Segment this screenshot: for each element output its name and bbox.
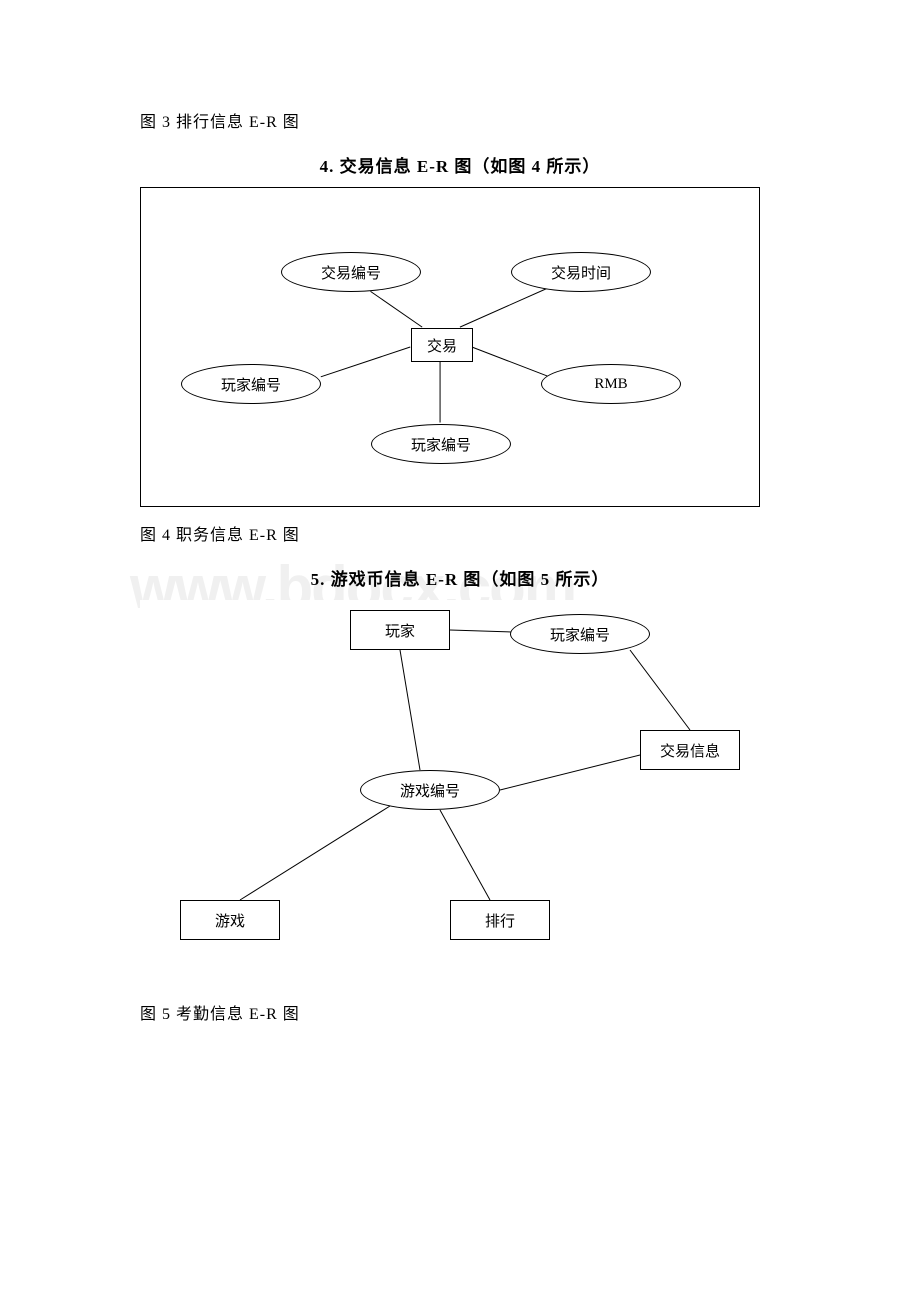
edge <box>400 650 420 770</box>
edge <box>450 630 512 632</box>
edge <box>472 347 550 377</box>
node-game_no: 游戏编号 <box>360 770 500 810</box>
edge <box>440 810 490 900</box>
edge <box>321 347 410 377</box>
edge <box>500 755 640 790</box>
diagram-4-frame: 交易 交易编号 交易时间玩家编号 RMB 玩家编号 <box>140 187 760 507</box>
edge <box>371 291 423 327</box>
diagram-5: 玩家 玩家编号交易信息游戏编号游戏 排行 <box>140 600 760 960</box>
edge <box>460 287 549 327</box>
node-player_no: 玩家编号 <box>510 614 650 654</box>
figure-4-caption: 图 4 职务信息 E-R 图 <box>140 521 780 545</box>
section-4-heading: 4. 交易信息 E-R 图（如图 4 所示） <box>140 152 780 177</box>
section-5-heading: 5. 游戏币信息 E-R 图（如图 5 所示） <box>140 565 780 590</box>
node-trade_no: 交易编号 <box>281 252 421 292</box>
edge <box>630 650 690 730</box>
figure-5-caption: 图 5 考勤信息 E-R 图 <box>140 1000 780 1024</box>
node-center: 交易 <box>411 328 473 362</box>
node-time: 交易时间 <box>511 252 651 292</box>
node-trade_info: 交易信息 <box>640 730 740 770</box>
node-player1: 玩家编号 <box>181 364 321 404</box>
edge <box>240 806 390 900</box>
document-page: 图 3 排行信息 E-R 图 4. 交易信息 E-R 图（如图 4 所示） 交易… <box>0 0 920 1092</box>
node-rank: 排行 <box>450 900 550 940</box>
node-game: 游戏 <box>180 900 280 940</box>
node-player: 玩家 <box>350 610 450 650</box>
figure-3-caption: 图 3 排行信息 E-R 图 <box>140 108 780 132</box>
node-rmb: RMB <box>541 364 681 404</box>
node-player2: 玩家编号 <box>371 424 511 464</box>
